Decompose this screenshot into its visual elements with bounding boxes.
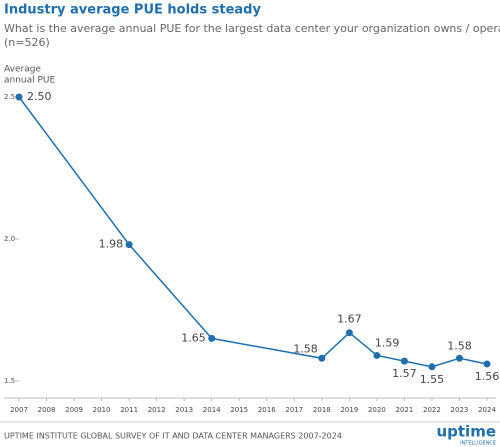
x-tick-label: 2018 [313,406,331,414]
x-tick-label: 2022 [423,406,441,414]
x-tick-label: 2009 [65,406,83,414]
y-tick-label: 2.0 [4,235,15,243]
y-axis-label: annual PUE [4,76,56,86]
data-label: 1.55 [420,373,445,386]
x-tick-label: 2023 [451,406,469,414]
point [455,354,463,362]
x-tick-label: 2015 [230,406,248,414]
x-tick-label: 2007 [10,406,28,414]
subtitle: What is the average annual PUE for the l… [4,22,500,35]
data-label: 1.65 [181,331,206,344]
data-label: 1.67 [337,313,362,326]
x-tick-label: 2008 [38,406,56,414]
x-tick-label: 2024 [478,406,496,414]
x-tick-label: 2014 [203,406,221,414]
x-tick-label: 2017 [285,406,303,414]
x-tick-label: 2010 [93,406,111,414]
subtitle: (n=526) [4,36,50,49]
brand-sub: INTELLIGENCE [460,441,496,447]
data-label: 1.56 [475,370,500,383]
point [318,354,326,362]
y-tick-label: 1.5 [4,377,15,385]
point [15,93,23,101]
x-tick-label: 2021 [395,406,413,414]
point [373,351,381,359]
source: UPTIME INSTITUTE GLOBAL SURVEY OF IT AND… [4,432,342,441]
point [400,357,408,365]
point [125,241,133,249]
y-axis-label: Average [4,65,41,75]
point [428,363,436,371]
x-tick-label: 2020 [368,406,386,414]
data-label: 1.57 [392,367,417,380]
data-label: 1.59 [375,336,400,349]
x-tick-label: 2011 [120,406,138,414]
data-label: 1.98 [99,238,124,251]
x-tick-label: 2016 [258,406,276,414]
brand: uptime [436,423,496,441]
x-tick-label: 2012 [148,406,166,414]
point [345,329,353,337]
point [208,334,216,342]
point [483,360,491,368]
data-label: 1.58 [293,342,318,355]
y-tick-label: 2.5 [4,93,15,101]
x-tick-label: 2019 [340,406,358,414]
x-tick-label: 2013 [175,406,193,414]
data-label: 1.58 [447,339,472,352]
chart-title: Industry average PUE holds steady [4,3,261,18]
data-label: 2.50 [27,90,52,103]
line [18,96,488,368]
